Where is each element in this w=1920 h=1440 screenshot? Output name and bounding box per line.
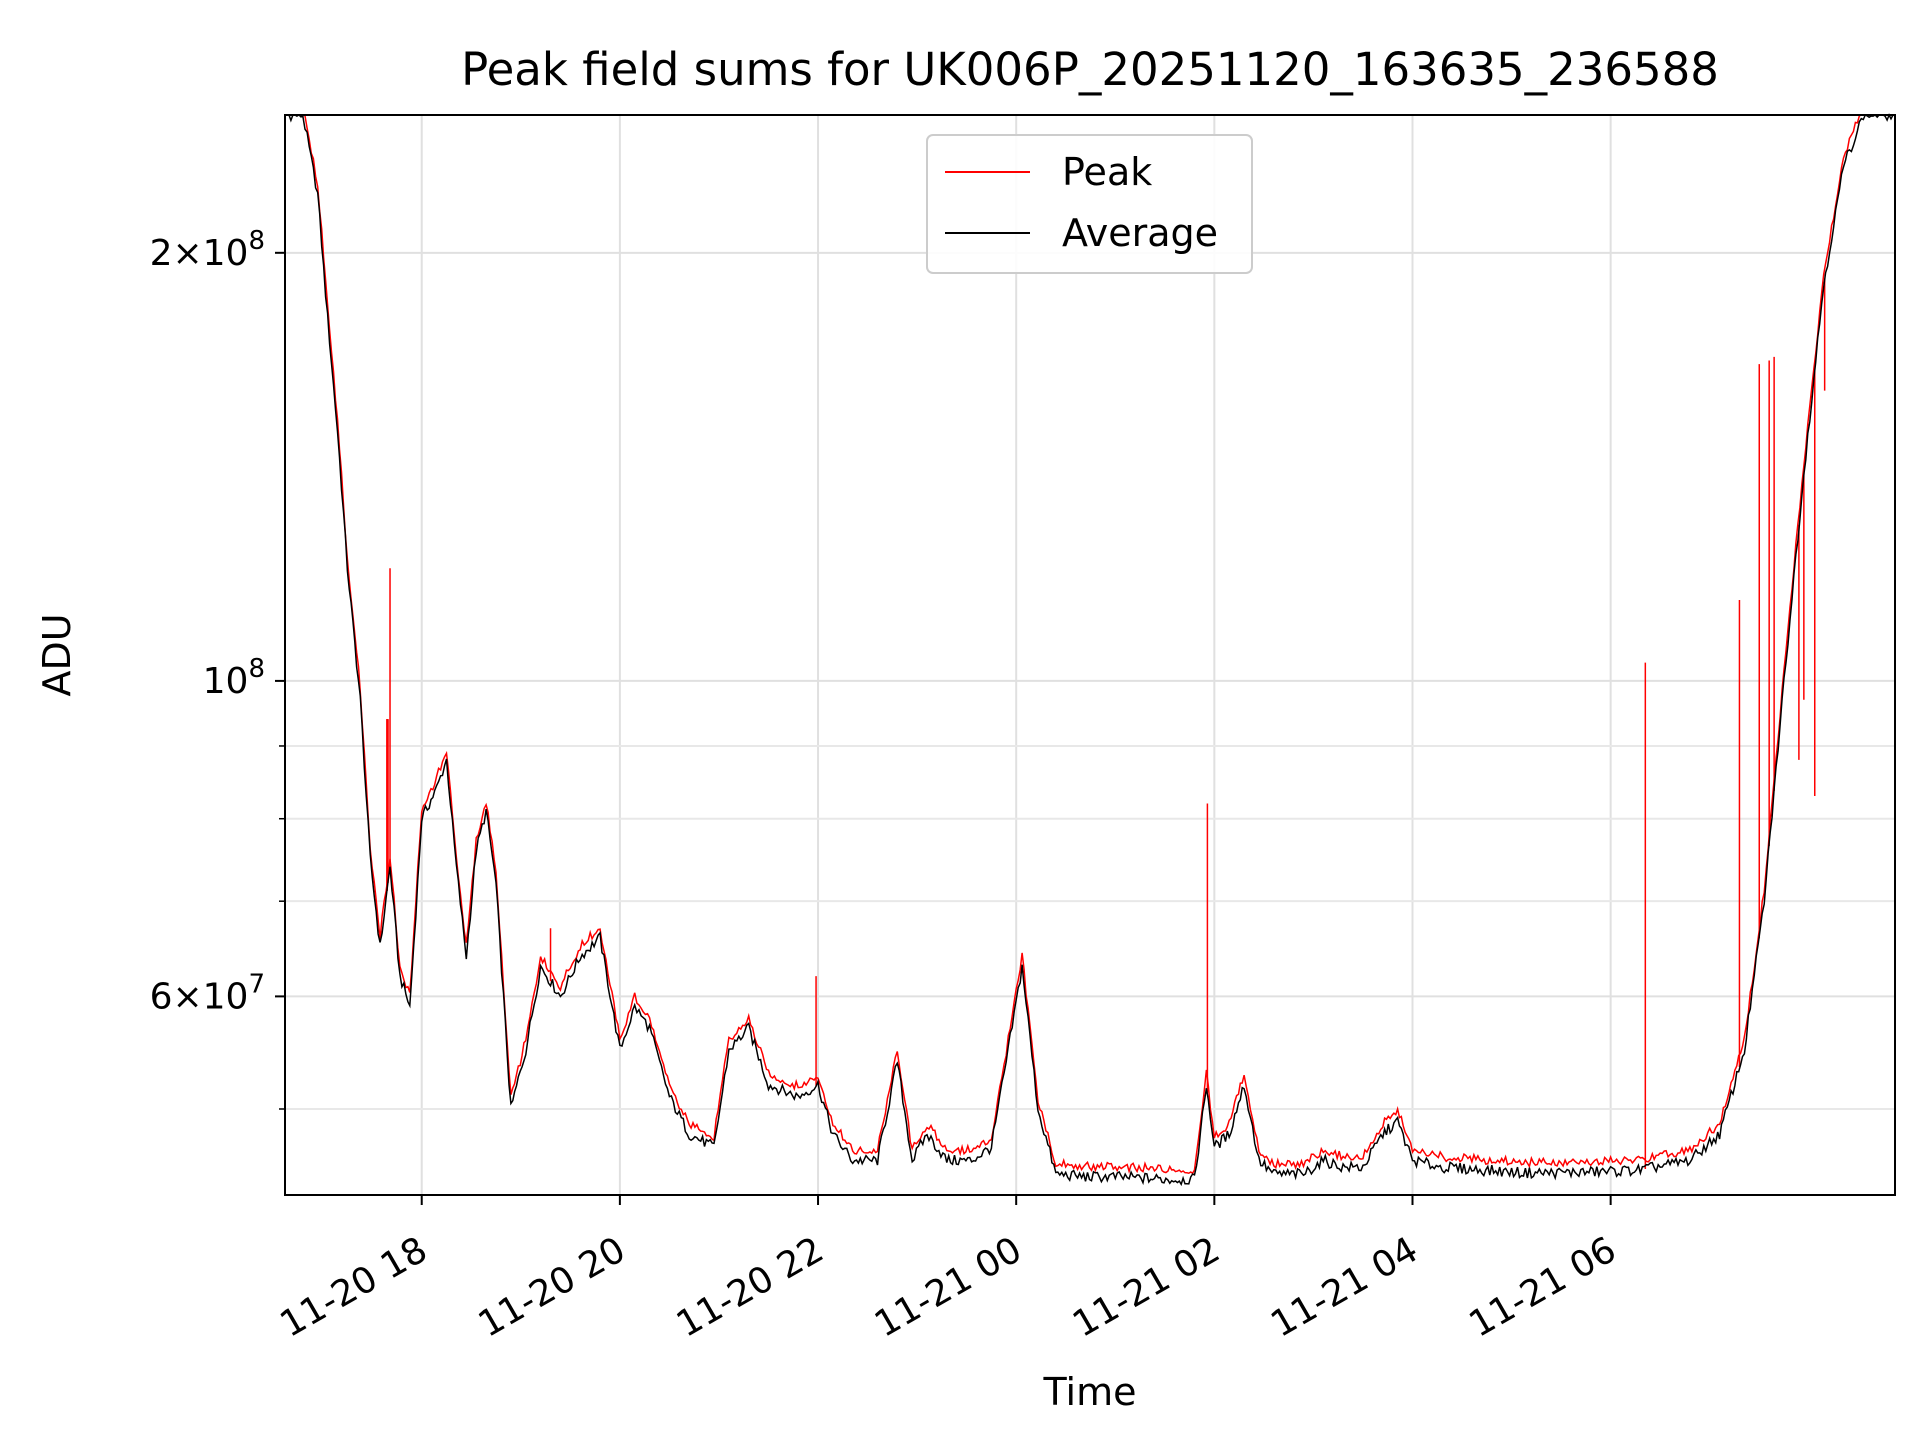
y-axis-label: ADU (35, 613, 79, 696)
legend-box (926, 134, 1253, 274)
x-axis-label: Time (1043, 1370, 1137, 1414)
peak-line (285, 114, 1895, 1175)
y-tick-label: 6×107 (150, 969, 265, 1017)
legend-label-peak: Peak (1062, 150, 1152, 194)
legend: Peak Average (926, 134, 1253, 274)
y-tick-label: 2×108 (150, 226, 265, 274)
series-peak (285, 114, 1895, 1175)
average-line (285, 113, 1895, 1187)
chart-title: Peak field sums for UK006P_20251120_1636… (461, 43, 1719, 96)
series-average (285, 113, 1895, 1187)
legend-label-average: Average (1062, 211, 1218, 255)
plot-frame (284, 114, 1896, 1196)
